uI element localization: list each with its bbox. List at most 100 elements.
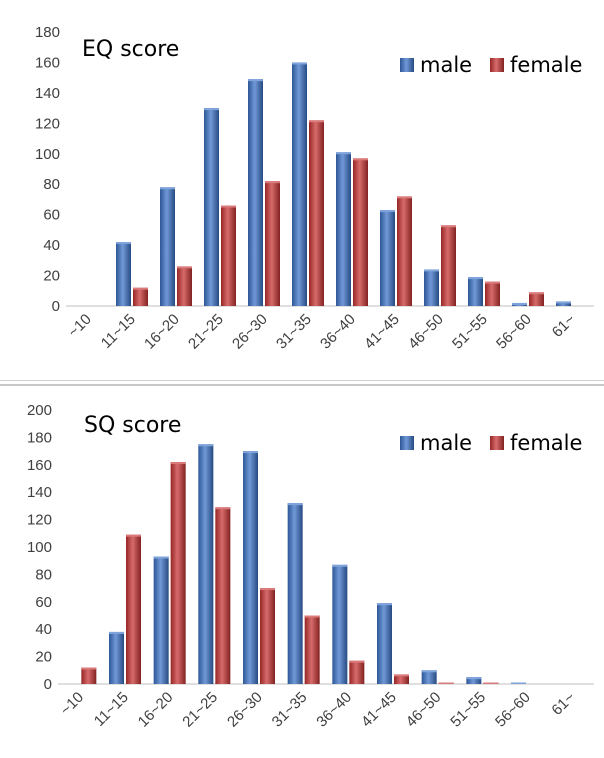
- bar-top-highlight: [109, 631, 124, 634]
- bar-female: [126, 534, 141, 684]
- bar-top-highlight: [353, 158, 368, 161]
- bar-top-highlight: [177, 266, 192, 269]
- x-category-label: 56~60: [493, 311, 535, 353]
- bar-male: [421, 670, 437, 684]
- bar-top-highlight: [221, 205, 236, 208]
- y-tick-label: 40: [35, 621, 52, 638]
- sq-chart-panel: 0 20 40 60 80 100 120 140 160 180 200 ~10 11~15 16~20…: [0, 384, 604, 758]
- y-tick-label: 0: [44, 676, 52, 693]
- bar-male: [468, 277, 483, 306]
- x-category-label: 56~60: [492, 689, 534, 731]
- bar-top-highlight: [265, 181, 280, 184]
- legend-swatch-male: [400, 436, 414, 450]
- bar-male: [556, 301, 571, 306]
- bar-male: [153, 556, 169, 684]
- y-tick-label: 140: [35, 85, 60, 102]
- bar-top-highlight: [243, 451, 258, 454]
- x-category-label: 46~50: [403, 689, 445, 731]
- x-category-label: 51~55: [449, 311, 491, 353]
- y-tick-label: 20: [35, 649, 52, 666]
- y-tick-label: 20: [43, 268, 60, 285]
- x-category-label: 31~35: [269, 689, 311, 731]
- legend-label-female: female: [510, 431, 582, 455]
- bar-top-highlight: [529, 292, 544, 295]
- bar-top-highlight: [332, 564, 348, 567]
- legend-label-female: female: [510, 53, 582, 77]
- x-category-label: 26~30: [224, 689, 266, 731]
- x-category-label: 61~: [548, 689, 578, 719]
- bar-male: [109, 631, 124, 684]
- bar-female: [485, 281, 500, 306]
- y-tick-label: 180: [35, 24, 60, 41]
- bar-top-highlight: [483, 682, 499, 684]
- x-category-label: 41~45: [358, 689, 400, 731]
- y-tick-label: 0: [52, 298, 60, 315]
- y-tick-label: 140: [27, 484, 52, 501]
- bar-female: [265, 181, 280, 306]
- bar-female: [177, 266, 192, 306]
- x-category-label: ~10: [57, 689, 87, 719]
- y-tick-label: 60: [35, 594, 52, 611]
- bar-male: [377, 603, 392, 684]
- legend-swatch-female: [490, 58, 504, 72]
- y-tick-label: 80: [35, 566, 52, 583]
- bar-male: [424, 269, 439, 306]
- eq-chart: 0 20 40 60 80 100 120 140 160 180 ~10 11~15 16~20 21~…: [35, 24, 594, 353]
- bar-male: [287, 503, 303, 684]
- bar-top-highlight: [511, 682, 526, 684]
- bar-female: [529, 292, 544, 306]
- x-category-label: 21~25: [185, 311, 227, 353]
- bar-top-highlight: [160, 187, 175, 190]
- chart-title: EQ score: [82, 37, 179, 62]
- x-category-label: 61~: [549, 311, 579, 341]
- bar-female: [309, 120, 324, 307]
- chart-title: SQ score: [84, 413, 181, 438]
- x-category-label: 36~40: [313, 689, 355, 731]
- bar-top-highlight: [215, 507, 231, 510]
- bar-top-highlight: [380, 210, 395, 213]
- bar-top-highlight: [170, 462, 186, 465]
- x-category-label: 21~25: [179, 689, 221, 731]
- bar-male: [466, 677, 482, 684]
- bar-top-highlight: [424, 269, 439, 272]
- bar-female: [221, 205, 236, 306]
- bar-male: [380, 210, 395, 306]
- bar-top-highlight: [292, 62, 307, 65]
- bar-top-highlight: [248, 79, 263, 82]
- bar-male: [292, 62, 307, 306]
- x-category-label: 31~35: [273, 311, 315, 353]
- bar-male: [336, 152, 351, 306]
- bar-female: [394, 674, 409, 684]
- bar-female: [260, 588, 275, 684]
- bar-female: [349, 660, 365, 684]
- legend-swatch-male: [400, 58, 414, 72]
- bar-male: [332, 564, 348, 684]
- bar-top-highlight: [468, 277, 483, 280]
- bar-top-highlight: [336, 152, 351, 155]
- bar-male: [243, 451, 258, 684]
- y-tick-label: 120: [35, 115, 60, 132]
- y-tick-label: 160: [27, 457, 52, 474]
- bar-female: [353, 158, 368, 306]
- x-category-label: 41~45: [361, 311, 403, 353]
- x-category-label: 36~40: [317, 311, 359, 353]
- bar-top-highlight: [485, 281, 500, 284]
- bar-top-highlight: [397, 196, 412, 199]
- y-tick-label: 180: [27, 429, 52, 446]
- bar-top-highlight: [556, 301, 571, 304]
- bar-male: [116, 242, 131, 306]
- bar-top-highlight: [512, 302, 527, 305]
- bar-top-highlight: [377, 603, 392, 606]
- bar-top-highlight: [198, 444, 214, 447]
- legend-label-male: male: [420, 431, 472, 455]
- x-category-label: 16~20: [141, 311, 183, 353]
- bar-female: [170, 462, 186, 684]
- legend-label-male: male: [420, 53, 472, 77]
- bar-top-highlight: [116, 242, 131, 245]
- bar-top-highlight: [438, 682, 454, 684]
- bar-female: [81, 667, 97, 684]
- bar-top-highlight: [126, 534, 141, 537]
- y-tick-label: 100: [27, 539, 52, 556]
- bar-female: [133, 287, 148, 306]
- y-tick-label: 120: [27, 512, 52, 529]
